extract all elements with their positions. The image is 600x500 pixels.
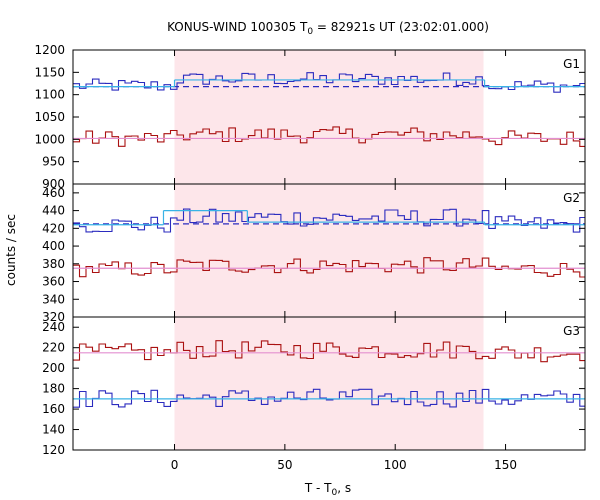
ytick-label-g1-1050: 1050 <box>34 110 65 124</box>
chart-title: KONUS-WIND 100305 T0 = 82921s UT (23:02:… <box>167 20 489 37</box>
xtick-label-100: 100 <box>384 458 407 472</box>
ytick-label-g1-950: 950 <box>42 155 65 169</box>
x-axis-label-rest: , s <box>337 481 351 495</box>
ytick-label-g3-160: 160 <box>42 402 65 416</box>
histogram-blue-g1 <box>73 72 585 93</box>
chart-title-subscript: 0 <box>307 27 313 37</box>
ytick-label-g2-400: 400 <box>42 239 65 253</box>
panel-g1: 900 950 1000 1050 1100 1150 1200 G1 <box>34 43 586 191</box>
panel-label-g1: G1 <box>563 57 580 71</box>
ytick-label-g1-1100: 1100 <box>34 88 65 102</box>
ytick-label-g3-240: 240 <box>42 320 65 334</box>
chart-title-rest: = 82921s UT (23:02:01.000) <box>313 20 489 34</box>
ytick-label-g2-460: 460 <box>42 186 65 200</box>
ytick-label-g2-340: 340 <box>42 292 65 306</box>
panel-g3: 120 140 160 180 200 220 240 G3 <box>42 316 586 457</box>
x-axis-label: T - T0, s <box>304 481 351 498</box>
ytick-label-g3-200: 200 <box>42 361 65 375</box>
y-axis-label: counts / sec <box>4 214 18 286</box>
ytick-label-g2-420: 420 <box>42 221 65 235</box>
panels-group: 90095010001050110011501200G1320340360380… <box>34 43 586 472</box>
ytick-label-g1-1000: 1000 <box>34 132 65 146</box>
ytick-label-g3-220: 220 <box>42 341 65 355</box>
panel-g2: 320 340 360 380 400 420 440 460 G2 <box>42 183 586 324</box>
chart-title-main: KONUS-WIND 100305 T <box>167 20 308 34</box>
x-axis-label-subscript: 0 <box>332 488 338 498</box>
ytick-label-g3-140: 140 <box>42 423 65 437</box>
ytick-label-g3-120: 120 <box>42 443 65 457</box>
ytick-label-g1-1200: 1200 <box>34 43 65 57</box>
xtick-label-150: 150 <box>494 458 517 472</box>
ytick-label-g1-900: 900 <box>42 177 65 191</box>
ytick-label-g1-1150: 1150 <box>34 65 65 79</box>
panel-label-g2: G2 <box>563 191 580 205</box>
x-axis-label-main: T - T <box>304 481 332 495</box>
histogram-blue-g2 <box>73 208 585 233</box>
ytick-label-g2-440: 440 <box>42 204 65 218</box>
ytick-label-g3-180: 180 <box>42 382 65 396</box>
ytick-label-g2-360: 360 <box>42 275 65 289</box>
ytick-label-g2-320: 320 <box>42 310 65 324</box>
panel-label-g3: G3 <box>563 324 580 338</box>
histogram-red-g1 <box>73 126 585 147</box>
xtick-label-50: 50 <box>277 458 292 472</box>
ytick-label-g2-380: 380 <box>42 257 65 271</box>
panel-frame-g3 <box>72 316 586 451</box>
histogram-blue-g3 <box>73 388 585 408</box>
xtick-label-0: 0 <box>171 458 179 472</box>
histogram-red-g3 <box>73 340 585 363</box>
histogram-red-g2 <box>73 257 585 278</box>
signal-interval-shade <box>174 50 484 450</box>
